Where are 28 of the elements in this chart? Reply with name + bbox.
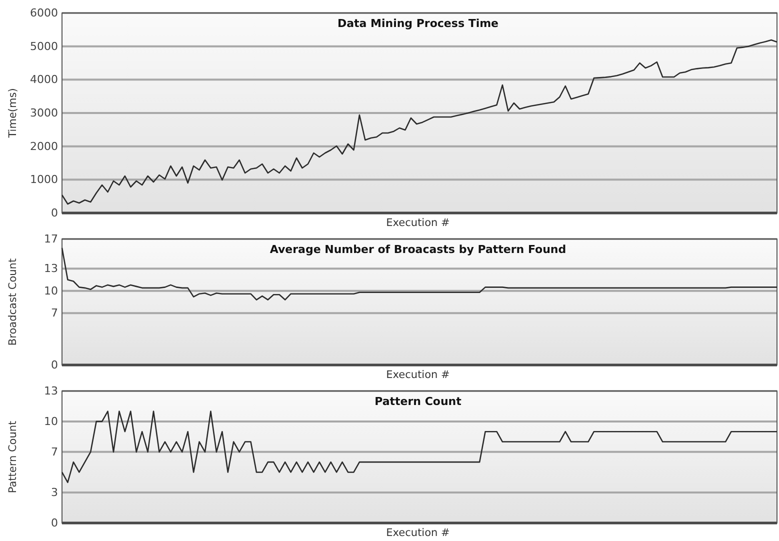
y-tick-label: 10 <box>44 284 58 298</box>
x-axis-title: Execution # <box>386 527 450 539</box>
y-tick-label: 0 <box>51 358 58 372</box>
y-tick-label: 6000 <box>30 6 58 20</box>
y-tick-label: 3000 <box>30 106 58 120</box>
y-tick-label: 0 <box>51 206 58 220</box>
y-tick-label: 10 <box>44 414 58 428</box>
y-tick-label: 2000 <box>30 140 58 153</box>
y-tick-label: 13 <box>44 262 58 276</box>
y-tick-label: 5000 <box>30 40 58 53</box>
y-axis-title: Pattern Count <box>7 420 19 494</box>
y-tick-label: 7 <box>51 445 58 458</box>
chart-title: Pattern Count <box>374 395 462 408</box>
y-tick-label: 13 <box>44 384 58 398</box>
y-tick-label: 4000 <box>30 73 58 86</box>
y-tick-label: 17 <box>44 232 58 246</box>
y-axis-title: Broadcast Count <box>7 258 19 346</box>
line-series <box>61 410 778 484</box>
y-tick-label: 7 <box>51 306 58 320</box>
chart-title: Data Mining Process Time <box>337 17 499 30</box>
y-tick-label: 1000 <box>30 173 58 186</box>
x-axis-title: Execution # <box>386 369 450 381</box>
line-series <box>61 39 778 205</box>
chart-title: Average Number of Broacasts by Pattern Found <box>270 243 566 256</box>
y-axis-title: Time(ms) <box>7 88 19 139</box>
y-tick-label: 0 <box>51 516 58 530</box>
y-tick-label: 3 <box>51 486 58 500</box>
x-axis-title: Execution # <box>386 217 450 229</box>
